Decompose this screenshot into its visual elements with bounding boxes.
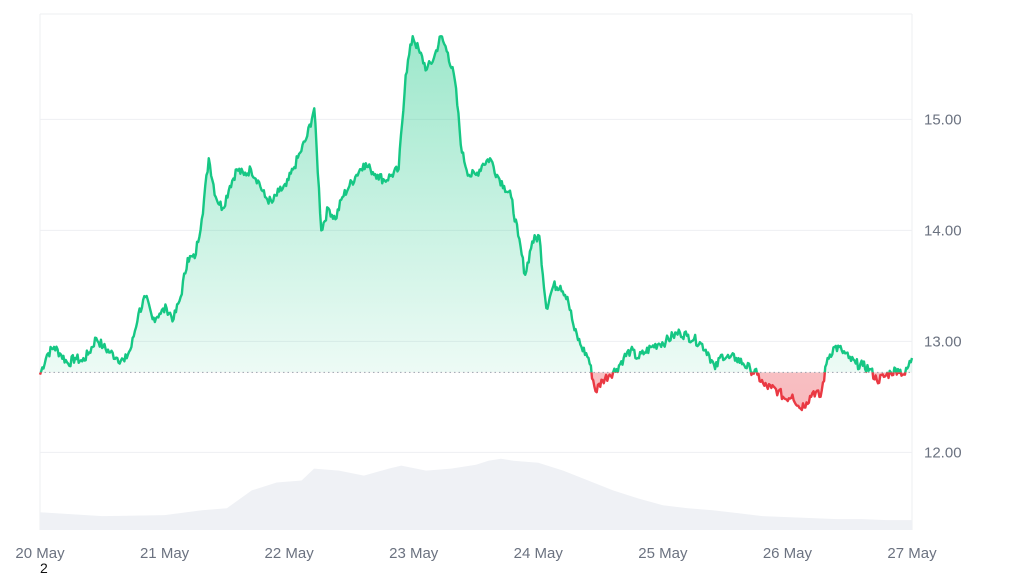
x-tick-label: 24 May (514, 545, 564, 562)
x-tick-label: 21 May (140, 545, 190, 562)
price-line-up (39, 34, 914, 373)
corner-label: 2 (40, 560, 48, 576)
volume-shape (40, 458, 912, 530)
x-tick-label: 23 May (389, 545, 439, 562)
y-axis-ticks: 12.00 13.00 14.00 15.00 (924, 111, 962, 461)
price-line (38, 34, 914, 412)
x-tick-label: 26 May (763, 545, 813, 562)
x-tick-label: 25 May (638, 545, 688, 562)
price-area (40, 36, 912, 411)
y-tick-label: 15.00 (924, 111, 962, 128)
x-tick-label: 27 May (887, 545, 937, 562)
x-tick-label: 22 May (265, 545, 315, 562)
area-above-baseline (40, 36, 912, 373)
y-tick-label: 13.00 (924, 333, 962, 350)
y-tick-label: 14.00 (924, 222, 962, 239)
x-tick-label: 20 May (15, 545, 65, 562)
price-line-down (38, 372, 907, 412)
y-tick-label: 12.00 (924, 444, 962, 461)
x-axis-ticks: 20 May 21 May 22 May 23 May 24 May 25 May 26 M… (15, 545, 937, 562)
volume-area (40, 458, 912, 530)
